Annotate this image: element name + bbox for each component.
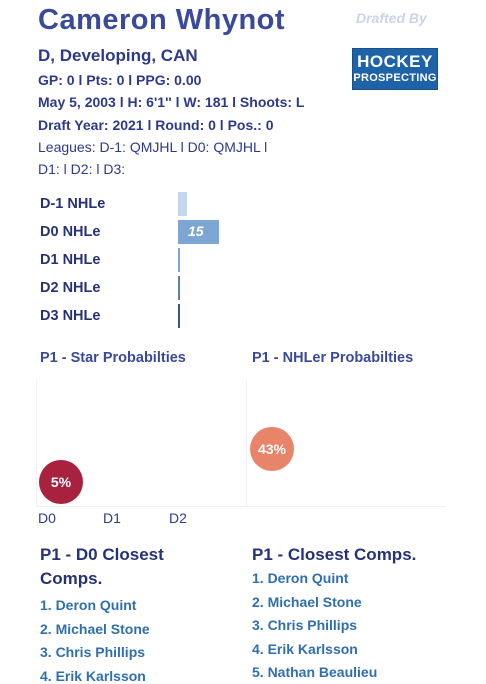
player-bio: May 5, 2003 l H: 6'1'' l W: 181 l Shoots… xyxy=(38,94,305,110)
nhle-row-label: D2 NHLe xyxy=(40,280,101,296)
nhler-panel-edge xyxy=(246,380,247,506)
nhler-prob-point: 43% xyxy=(250,427,294,471)
player-leagues-2: D1: l D2: l D3: xyxy=(38,161,126,177)
logo-line-2: PROSPECTING xyxy=(353,72,437,84)
player-stats: GP: 0 l Pts: 0 l PPG: 0.00 xyxy=(38,72,202,88)
prob-baseline xyxy=(36,506,446,507)
x-tick-label: D2 xyxy=(169,510,187,526)
nhle-row-label: D1 NHLe xyxy=(40,252,101,268)
nhle-bar xyxy=(178,276,180,300)
star-prob-title: P1 - Star Probabilties xyxy=(40,350,186,366)
d0-comps-title-line1: P1 - D0 Closest xyxy=(40,545,164,564)
nhle-row-label: D3 NHLe xyxy=(40,308,101,324)
logo-line-1: HOCKEY xyxy=(357,52,433,71)
d0-comp-item[interactable]: 4. Erik Karlsson xyxy=(40,668,146,684)
closest-comp-item[interactable]: 5. Nathan Beaulieu xyxy=(252,664,378,680)
d0-comp-item[interactable]: 3. Chris Phillips xyxy=(40,644,146,660)
nhler-prob-value: 43% xyxy=(257,441,287,457)
player-name: Cameron Whynot xyxy=(38,4,286,36)
closest-comp-item[interactable]: 3. Chris Phillips xyxy=(252,617,358,633)
nhle-bar xyxy=(178,192,187,216)
d0-comps-title: P1 - D0 Closest Comps. xyxy=(40,543,164,591)
hockey-prospecting-logo: HOCKEY PROSPECTING xyxy=(352,48,438,90)
d0-comps-title-line2: Comps. xyxy=(40,569,103,588)
x-tick-label: D1 xyxy=(103,510,121,526)
d0-comp-item[interactable]: 2. Michael Stone xyxy=(40,621,150,637)
nhler-prob-title: P1 - NHLer Probabilties xyxy=(252,350,414,366)
nhle-row-label: D-1 NHLe xyxy=(40,196,106,212)
closest-comp-item[interactable]: 4. Erik Karlsson xyxy=(252,641,358,657)
player-leagues: Leagues: D-1: QMJHL l D0: QMJHL l xyxy=(38,139,268,155)
nhle-bar xyxy=(178,304,180,328)
closest-comp-item[interactable]: 2. Michael Stone xyxy=(252,594,362,610)
star-prob-value: 5% xyxy=(50,474,72,490)
closest-comp-item[interactable]: 1. Deron Quint xyxy=(252,570,349,586)
star-prob-point: 5% xyxy=(39,460,83,504)
d0-comp-item[interactable]: 1. Deron Quint xyxy=(40,597,137,613)
player-draft: Draft Year: 2021 l Round: 0 l Pos.: 0 xyxy=(38,117,274,133)
drafted-by-label: Drafted By xyxy=(356,10,427,26)
closest-comps-title: P1 - Closest Comps. xyxy=(252,545,417,564)
player-subtitle: D, Developing, CAN xyxy=(38,46,198,65)
star-panel-edge xyxy=(36,380,37,506)
nhle-row-label: D0 NHLe xyxy=(40,224,101,240)
nhle-bar xyxy=(178,220,219,244)
nhle-bar xyxy=(178,248,180,272)
x-tick-label: D0 xyxy=(38,510,56,526)
nhle-bar-value: 15 xyxy=(188,223,204,239)
